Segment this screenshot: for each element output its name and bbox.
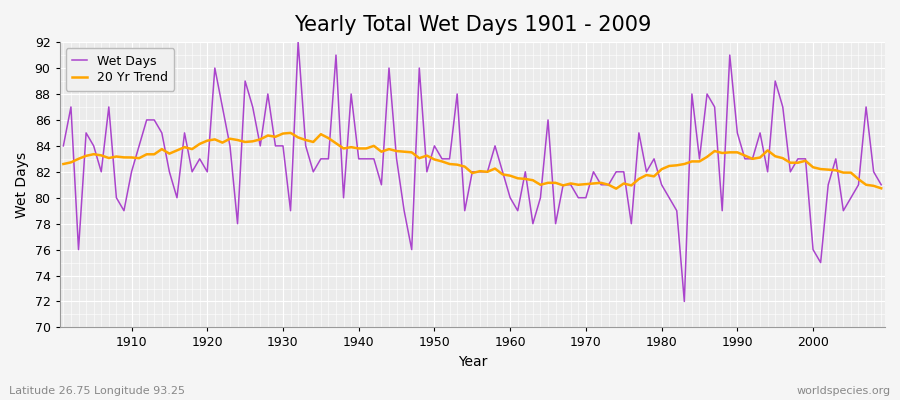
Wet Days	[505, 195, 516, 200]
20 Yr Trend	[876, 186, 886, 191]
20 Yr Trend	[505, 173, 516, 178]
Wet Days	[58, 144, 68, 148]
20 Yr Trend	[611, 186, 622, 191]
X-axis label: Year: Year	[457, 355, 487, 369]
Wet Days	[512, 208, 523, 213]
Wet Days	[119, 208, 130, 213]
Wet Days	[338, 195, 349, 200]
20 Yr Trend	[512, 176, 523, 181]
Wet Days	[679, 299, 689, 304]
Line: Wet Days: Wet Days	[63, 42, 881, 302]
Text: worldspecies.org: worldspecies.org	[796, 386, 891, 396]
20 Yr Trend	[58, 162, 68, 166]
Wet Days	[603, 182, 614, 187]
20 Yr Trend	[119, 155, 130, 160]
Line: 20 Yr Trend: 20 Yr Trend	[63, 133, 881, 189]
20 Yr Trend	[603, 182, 614, 187]
20 Yr Trend	[292, 135, 303, 140]
Wet Days	[876, 182, 886, 187]
Legend: Wet Days, 20 Yr Trend: Wet Days, 20 Yr Trend	[66, 48, 175, 91]
Y-axis label: Wet Days: Wet Days	[15, 152, 29, 218]
20 Yr Trend	[338, 146, 349, 151]
20 Yr Trend	[285, 130, 296, 135]
Title: Yearly Total Wet Days 1901 - 2009: Yearly Total Wet Days 1901 - 2009	[293, 15, 651, 35]
Wet Days	[285, 208, 296, 213]
Text: Latitude 26.75 Longitude 93.25: Latitude 26.75 Longitude 93.25	[9, 386, 185, 396]
Wet Days	[292, 40, 303, 44]
